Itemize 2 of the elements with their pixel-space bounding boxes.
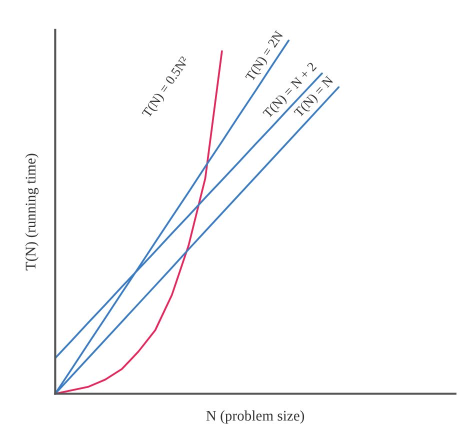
- x-axis-title: N (problem size): [206, 410, 304, 424]
- y-axis-title: T(N) (running time): [25, 154, 39, 270]
